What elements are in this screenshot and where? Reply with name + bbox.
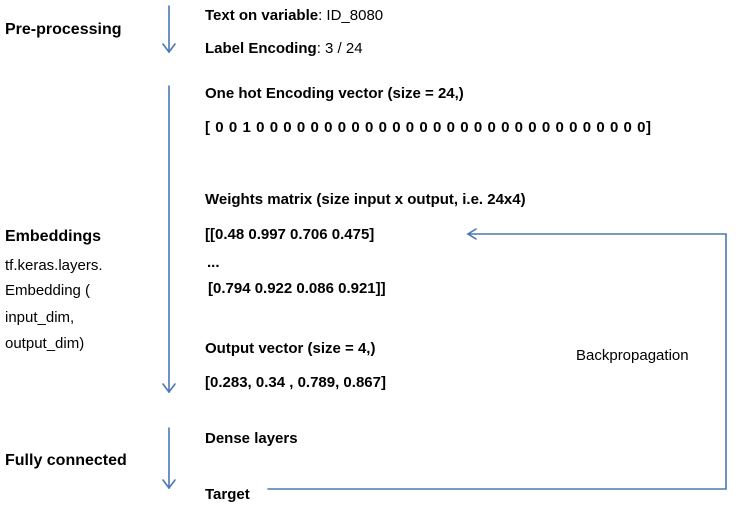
weights-row-1: [[0.48 0.997 0.706 0.475] xyxy=(205,226,375,243)
text-on-variable-label: Text on variable xyxy=(205,7,319,24)
backpropagation-arrow xyxy=(267,233,727,490)
label-encoding-label: Label Encoding xyxy=(205,40,317,57)
label-encoding-value: : 3 / 24 xyxy=(316,40,363,57)
onehot-title: One hot Encoding vector (size = 24,) xyxy=(205,85,464,102)
backpropagation-label: Backpropagation xyxy=(576,347,689,364)
target-label: Target xyxy=(205,486,250,503)
embeddings-code-line-1: tf.keras.layers. xyxy=(5,257,103,274)
weights-ellipsis: ... xyxy=(207,254,220,271)
stage-fully-connected: Fully connected xyxy=(5,452,127,469)
text-on-variable-value: : ID_8080 xyxy=(318,7,384,24)
onehot-vector: [ 0 0 1 0 0 0 0 0 0 0 0 0 0 0 0 0 0 0 0 … xyxy=(205,119,652,136)
embeddings-code-line-4: output_dim) xyxy=(5,335,85,352)
stage-preprocessing: Pre-processing xyxy=(5,21,122,38)
weights-title: Weights matrix (size input x output, i.e… xyxy=(205,191,526,208)
stage-embeddings: Embeddings xyxy=(5,228,102,245)
embeddings-code-line-3: input_dim, xyxy=(5,309,75,326)
output-title: Output vector (size = 4,) xyxy=(205,340,376,357)
output-vector: [0.283, 0.34 , 0.789, 0.867] xyxy=(205,374,386,391)
label-encoding: Label Encoding: 3 / 24 xyxy=(205,40,363,58)
text-on-variable: Text on variable: ID_8080 xyxy=(205,7,383,25)
weights-row-2: [0.794 0.922 0.086 0.921]] xyxy=(208,280,386,297)
embeddings-code-line-2: Embedding ( xyxy=(5,282,91,299)
dense-layers: Dense layers xyxy=(205,430,298,447)
